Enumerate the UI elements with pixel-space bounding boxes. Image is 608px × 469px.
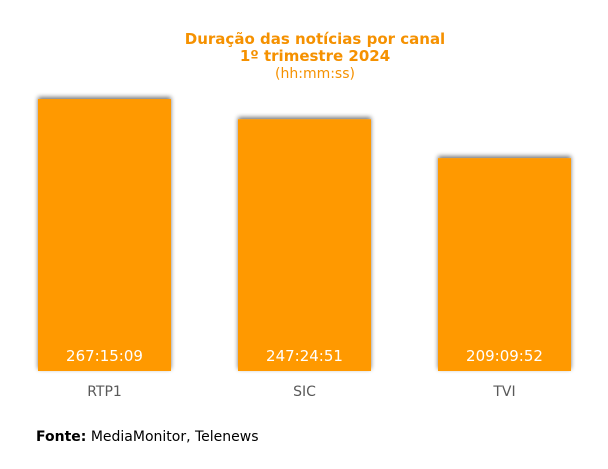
x-tick-sic: SIC [293,384,316,400]
source-text: MediaMonitor, Telenews [86,429,259,445]
data-label-rtp1: 267:15:09 [66,347,143,365]
data-label-tvi: 209:09:52 [466,347,543,365]
x-tick-tvi: TVI [492,384,515,400]
source-label: Fonte: [36,429,87,445]
bar-sic [238,119,371,371]
chart-title-period: 1º trimestre 2024 [240,47,390,65]
bar-tvi [438,158,571,371]
chart-subtitle: (hh:mm:ss) [275,66,355,82]
source-note: Fonte: MediaMonitor, Telenews [36,429,259,445]
x-tick-rtp1: RTP1 [87,384,122,400]
data-label-sic: 247:24:51 [266,347,343,365]
bars-group: 267:15:09 RTP1 247:24:51 SIC 209:09:52 TVI [38,99,571,400]
chart-title: Duração das notícias por canal [185,30,445,48]
bar-rtp1 [38,99,171,371]
